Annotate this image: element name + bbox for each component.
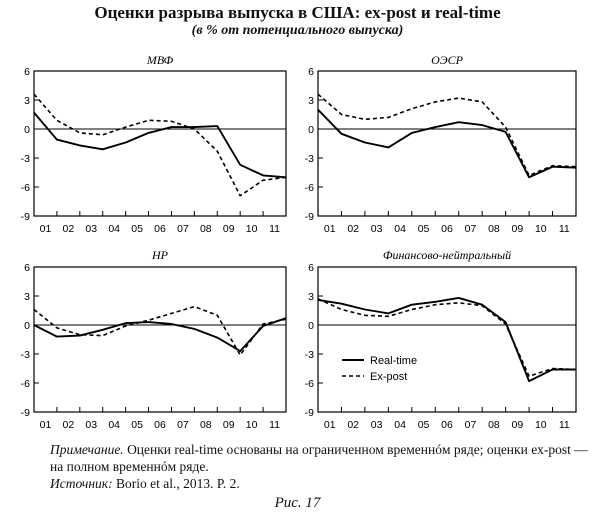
- x-tick-label: 04: [108, 419, 120, 431]
- series-line-expost: [33, 305, 287, 356]
- y-tick-label: 0: [308, 124, 314, 136]
- series-line-expost: [33, 93, 287, 197]
- chart-panel-4: Финансово-нейтральный 6 3 0 -3 -6 -9 01 02 03 04 05…: [305, 248, 577, 431]
- figure-caption: Рис. 17: [274, 495, 321, 511]
- y-tick-label: -6: [21, 378, 30, 390]
- x-tick-label: 08: [488, 223, 500, 235]
- legend-label-realtime: Real-time: [370, 355, 417, 367]
- y-tick-label: 3: [24, 291, 30, 303]
- y-tick-label: 0: [308, 320, 314, 332]
- y-tick-label: 6: [24, 262, 30, 274]
- x-tick-label: 10: [246, 419, 258, 431]
- chart-panel-1: МВФ 6 3 0 -3 -6 -9 01 02 03 04 05 06 07 08 09 10 11: [21, 53, 287, 235]
- source-label: Источник:: [50, 476, 113, 491]
- y-tick-label: 0: [24, 320, 30, 332]
- y-tick-label: -6: [21, 182, 30, 194]
- plot-frame: [33, 70, 287, 217]
- y-tick-label: -9: [21, 211, 30, 223]
- source-text: Borio et al., 2013. P. 2.: [115, 476, 240, 491]
- x-tick-label: 11: [559, 419, 570, 431]
- x-tick-label: 01: [324, 223, 336, 235]
- y-tick-label: -9: [305, 407, 314, 419]
- y-tick-label: 6: [24, 66, 30, 78]
- y-tick-label: -3: [21, 349, 30, 361]
- x-tick-label: 11: [269, 223, 280, 235]
- chart-title: Финансово-нейтральный: [383, 248, 511, 262]
- x-tick-label: 03: [85, 223, 97, 235]
- series-line-expost: [317, 93, 577, 177]
- chart-title: НР: [151, 248, 169, 262]
- x-tick-label: 04: [394, 419, 406, 431]
- x-tick-label: 09: [512, 419, 524, 431]
- page-title: Оценки разрыва выпуска в США: ex-post и …: [94, 3, 501, 22]
- y-tick-label: 3: [24, 95, 30, 107]
- y-tick-label: -6: [305, 182, 314, 194]
- x-tick-label: 08: [200, 223, 212, 235]
- x-tick-label: 10: [246, 223, 258, 235]
- y-tick-label: -3: [21, 153, 30, 165]
- x-tick-label: 09: [223, 223, 235, 235]
- x-tick-label: 06: [154, 223, 166, 235]
- x-tick-label: 05: [131, 419, 143, 431]
- chart-title: ОЭСР: [431, 53, 464, 67]
- plot-frame: [33, 266, 287, 413]
- x-tick-label: 09: [512, 223, 524, 235]
- x-tick-label: 05: [418, 223, 430, 235]
- y-tick-label: -9: [305, 211, 314, 223]
- x-tick-label: 04: [108, 223, 120, 235]
- y-tick-label: -6: [305, 378, 314, 390]
- x-tick-label: 09: [223, 419, 235, 431]
- legend-label-expost: Ex-post: [370, 371, 407, 383]
- x-tick-label: 06: [441, 419, 453, 431]
- y-tick-label: 6: [308, 66, 314, 78]
- x-tick-label: 01: [324, 419, 336, 431]
- series-line-realtime: [317, 109, 577, 179]
- series-line-realtime: [33, 111, 287, 179]
- x-tick-label: 02: [347, 223, 359, 235]
- x-tick-label: 01: [40, 223, 52, 235]
- y-tick-label: 3: [308, 291, 314, 303]
- series-line-expost: [317, 298, 577, 378]
- x-tick-label: 03: [371, 223, 383, 235]
- x-tick-label: 03: [85, 419, 97, 431]
- x-tick-label: 04: [394, 223, 406, 235]
- y-tick-label: -3: [305, 153, 314, 165]
- plot-frame: [317, 266, 577, 413]
- x-tick-label: 07: [177, 419, 189, 431]
- series-line-realtime: [33, 317, 287, 353]
- series-line-realtime: [317, 296, 576, 383]
- x-tick-label: 03: [371, 419, 383, 431]
- plot-frame: [317, 70, 577, 217]
- x-tick-label: 07: [177, 223, 189, 235]
- y-tick-label: 3: [308, 95, 314, 107]
- x-tick-label: 10: [535, 223, 547, 235]
- page-subtitle: (в % от потенциального выпуска): [191, 23, 404, 38]
- chart-panel-3: НР 6 3 0 -3 -6 -9 01 02 03 04 05 06 07 08 09 10 11: [21, 248, 287, 431]
- note-text: Оценки real-time основаны на ограниченно…: [50, 442, 588, 474]
- x-tick-label: 10: [535, 419, 547, 431]
- y-tick-label: 0: [24, 124, 30, 136]
- x-tick-label: 02: [347, 419, 359, 431]
- x-tick-label: 05: [131, 223, 143, 235]
- x-tick-label: 06: [154, 419, 166, 431]
- y-tick-label: 6: [308, 262, 314, 274]
- x-tick-label: 11: [269, 419, 280, 431]
- y-tick-label: -3: [305, 349, 314, 361]
- y-tick-label: -9: [21, 407, 30, 419]
- x-tick-label: 07: [465, 419, 477, 431]
- x-tick-label: 05: [418, 419, 430, 431]
- x-tick-label: 06: [441, 223, 453, 235]
- x-tick-label: 08: [488, 419, 500, 431]
- x-tick-label: 01: [40, 419, 52, 431]
- note-label: Примечание.: [50, 442, 124, 457]
- chart-panel-2: ОЭСР 6 3 0 -3 -6 -9 01 02 03 04 05 06 07 08 09 10 11: [305, 53, 577, 235]
- x-tick-label: 07: [465, 223, 477, 235]
- x-tick-label: 02: [63, 419, 75, 431]
- x-tick-label: 02: [63, 223, 75, 235]
- x-tick-label: 08: [200, 419, 212, 431]
- notes-block: Примечание. Оценки real-time основаны на…: [44, 441, 592, 492]
- x-tick-label: 11: [559, 223, 570, 235]
- chart-title: МВФ: [146, 53, 174, 67]
